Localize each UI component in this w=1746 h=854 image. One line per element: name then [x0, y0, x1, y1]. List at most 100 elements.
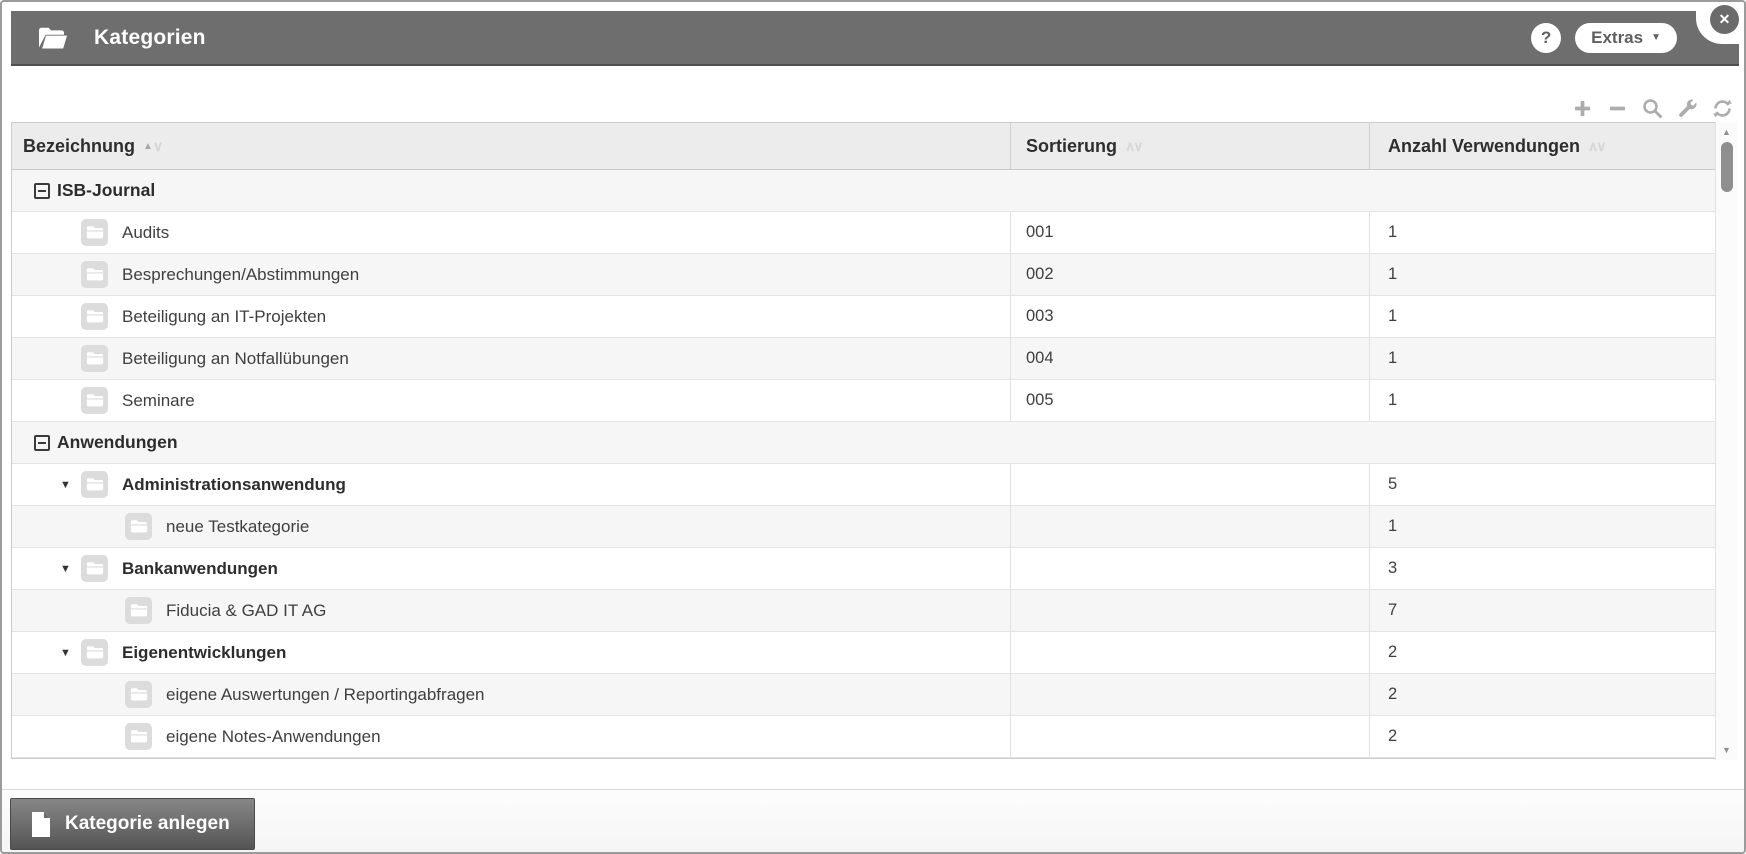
category-label: Audits — [122, 222, 170, 242]
folder-icon — [81, 387, 108, 414]
scroll-down-icon[interactable]: ▼ — [1722, 745, 1731, 755]
bezeichnung-cell: neue Testkategorie — [12, 506, 1010, 547]
expanded-triangle-icon[interactable]: ▼ — [60, 478, 71, 491]
add-icon[interactable] — [1571, 97, 1593, 119]
bezeichnung-cell: Seminare — [12, 380, 1010, 421]
folder-icon — [125, 723, 152, 750]
folder-icon — [81, 555, 108, 582]
table-row[interactable]: Audits 001 1 — [12, 212, 1718, 254]
sortierung-cell: 004 — [1010, 338, 1369, 379]
category-label: Beteiligung an Notfallübungen — [122, 348, 349, 368]
table-row[interactable]: Beteiligung an IT-Projekten 003 1 — [12, 296, 1718, 338]
sortierung-cell — [1010, 506, 1369, 547]
bezeichnung-cell: Beteiligung an Notfallübungen — [12, 338, 1010, 379]
group-row[interactable]: Anwendungen — [12, 422, 1718, 464]
bezeichnung-cell: Besprechungen/Abstimmungen — [12, 254, 1010, 295]
table-row[interactable]: Beteiligung an Notfallübungen 004 1 — [12, 338, 1718, 380]
folder-icon — [81, 303, 108, 330]
group-row[interactable]: ISB-Journal — [12, 170, 1718, 212]
anzahl-cell: 2 — [1369, 632, 1718, 673]
column-header-sortierung[interactable]: Sortierung ∧ ∨ — [1010, 123, 1369, 169]
category-label: Beteiligung an IT-Projekten — [122, 306, 327, 326]
anzahl-cell: 5 — [1369, 464, 1718, 505]
open-folder-icon — [36, 23, 70, 52]
chevron-down-icon: ▼ — [1651, 31, 1661, 43]
sortierung-cell — [1010, 464, 1369, 505]
create-category-button[interactable]: Kategorie anlegen — [10, 798, 255, 850]
help-button[interactable]: ? — [1531, 22, 1562, 53]
table-row[interactable]: ▼ Eigenentwicklungen 2 — [12, 632, 1718, 674]
table-row[interactable]: eigene Notes-Anwendungen 2 — [12, 716, 1718, 758]
anzahl-cell: 1 — [1369, 338, 1718, 379]
folder-icon — [81, 639, 108, 666]
sort-icons: ∧ ∨ — [1125, 137, 1144, 154]
table-row[interactable]: ▼ Administrationsanwendung 5 — [12, 464, 1718, 506]
category-label: Administrationsanwendung — [122, 474, 346, 494]
bezeichnung-cell: eigene Auswertungen / Reportingabfragen — [12, 674, 1010, 715]
category-label: eigene Notes-Anwendungen — [166, 726, 381, 746]
sortierung-cell: 001 — [1010, 212, 1369, 253]
expanded-triangle-icon[interactable]: ▼ — [60, 562, 71, 575]
anzahl-cell: 7 — [1369, 590, 1718, 631]
folder-icon — [81, 261, 108, 288]
table-row[interactable]: Besprechungen/Abstimmungen 002 1 — [12, 254, 1718, 296]
expanded-triangle-icon[interactable]: ▼ — [60, 646, 71, 659]
anzahl-cell: 1 — [1369, 506, 1718, 547]
remove-icon[interactable] — [1606, 97, 1628, 119]
bezeichnung-cell: Audits — [12, 212, 1010, 253]
group-label: ISB-Journal — [57, 180, 156, 200]
footer-bar: Kategorie anlegen — [2, 789, 1744, 852]
folder-icon — [81, 471, 108, 498]
collapse-icon[interactable] — [34, 434, 50, 451]
column-header-bezeichnung[interactable]: Bezeichnung ▲ ∨ — [12, 123, 1010, 169]
category-label: neue Testkategorie — [166, 516, 310, 536]
table-row[interactable]: neue Testkategorie 1 — [12, 506, 1718, 548]
folder-icon — [125, 597, 152, 624]
folder-icon — [81, 345, 108, 372]
category-label: eigene Auswertungen / Reportingabfragen — [166, 684, 485, 704]
bezeichnung-cell: ▼ Bankanwendungen — [12, 548, 1010, 589]
table-row[interactable]: ▼ Bankanwendungen 3 — [12, 548, 1718, 590]
window-header: Kategorien ? Extras ▼ — [11, 11, 1739, 66]
close-notch: ✕ — [1696, 2, 1744, 44]
collapse-icon[interactable] — [34, 182, 50, 199]
extras-button[interactable]: Extras ▼ — [1575, 22, 1677, 53]
document-icon — [31, 811, 51, 838]
categories-table: Bezeichnung ▲ ∨ Sortierung ∧ ∨ Anzahl Verw… — [11, 122, 1719, 759]
folder-icon — [125, 681, 152, 708]
anzahl-cell: 2 — [1369, 716, 1718, 757]
search-icon[interactable] — [1641, 97, 1663, 119]
table-body: ISB-Journal Audits 001 1 Besprechungen/Absti… — [12, 170, 1718, 758]
close-icon: ✕ — [1718, 11, 1731, 27]
table-row[interactable]: Seminare 005 1 — [12, 380, 1718, 422]
category-label: Besprechungen/Abstimmungen — [122, 264, 360, 284]
sortierung-cell — [1010, 674, 1369, 715]
create-category-label: Kategorie anlegen — [65, 813, 230, 834]
refresh-icon[interactable] — [1711, 97, 1733, 119]
scroll-up-icon[interactable]: ▲ — [1722, 127, 1731, 137]
vertical-scrollbar[interactable]: ▲ ▼ — [1715, 122, 1737, 760]
sortierung-cell — [1010, 548, 1369, 589]
sortierung-cell: 002 — [1010, 254, 1369, 295]
close-button[interactable]: ✕ — [1710, 5, 1739, 34]
anzahl-cell: 1 — [1369, 212, 1718, 253]
category-label: Fiducia & GAD IT AG — [166, 600, 327, 620]
bezeichnung-cell: Fiducia & GAD IT AG — [12, 590, 1010, 631]
scrollbar-thumb[interactable] — [1721, 142, 1733, 192]
sort-icons: ▲ ∨ — [143, 137, 164, 154]
category-label: Seminare — [122, 390, 195, 410]
column-header-anzahl-verwendungen[interactable]: Anzahl Verwendungen ∧ ∨ — [1369, 123, 1718, 169]
bezeichnung-cell: eigene Notes-Anwendungen — [12, 716, 1010, 757]
sortierung-cell — [1010, 632, 1369, 673]
bezeichnung-cell: ▼ Eigenentwicklungen — [12, 632, 1010, 673]
table-row[interactable]: Fiducia & GAD IT AG 7 — [12, 590, 1718, 632]
wrench-icon[interactable] — [1676, 97, 1698, 119]
page-title: Kategorien — [94, 25, 206, 49]
category-label: Bankanwendungen — [122, 558, 278, 578]
table-header-row: Bezeichnung ▲ ∨ Sortierung ∧ ∨ Anzahl Verw… — [12, 123, 1718, 170]
table-row[interactable]: eigene Auswertungen / Reportingabfragen 2 — [12, 674, 1718, 716]
sort-icons: ∧ ∨ — [1588, 137, 1607, 154]
anzahl-cell: 1 — [1369, 380, 1718, 421]
bezeichnung-cell: ▼ Administrationsanwendung — [12, 464, 1010, 505]
